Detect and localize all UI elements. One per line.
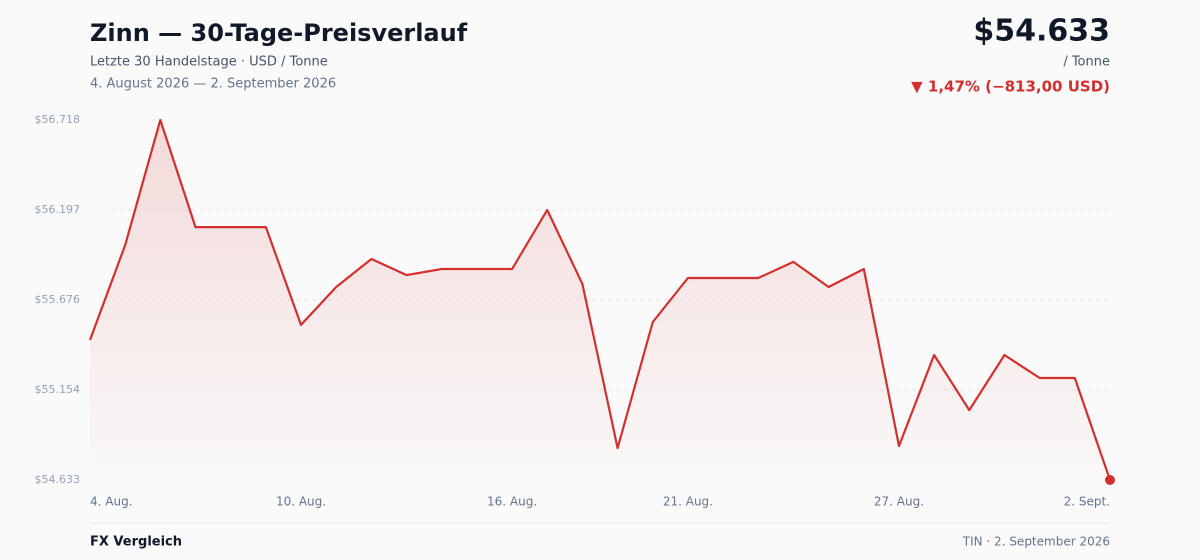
plot: $56.718 $56.197 $55.676 $55.154 $54.633 4. Au… (35, 113, 1115, 509)
y-tick-label: $55.154 (35, 383, 81, 396)
area (90, 120, 1110, 480)
date-range: 4. August 2026 — 2. September 2026 (90, 77, 336, 92)
x-tick-label: 2. Sept. (1064, 495, 1110, 509)
x-tick-label: 21. Aug. (663, 495, 713, 509)
price-line (88, 118, 1112, 481)
subtitle: Letzte 30 Handelstage · USD / Tonne (90, 55, 328, 70)
x-tick-label: 16. Aug. (487, 495, 537, 509)
last-point (1105, 475, 1115, 485)
x-tick-label: 4. Aug. (90, 495, 133, 509)
y-tick-label: $55.676 (35, 293, 81, 306)
price: $54.633 (973, 14, 1110, 49)
y-tick-label: $56.718 (35, 113, 81, 126)
price-change: ▼ 1,47% (−813,00 USD) (911, 78, 1110, 96)
y-tick-label: $54.633 (35, 473, 81, 486)
unit: / Tonne (1063, 55, 1110, 70)
title: Zinn — 30-Tage-Preisverlauf (90, 19, 468, 47)
footer-brand[interactable]: FX Vergleich (90, 535, 182, 550)
y-tick-label: $56.197 (35, 203, 81, 216)
x-tick-label: 27. Aug. (874, 495, 924, 509)
footer-source: TIN · 2. September 2026 (962, 535, 1110, 549)
x-tick-label: 10. Aug. (276, 495, 326, 509)
